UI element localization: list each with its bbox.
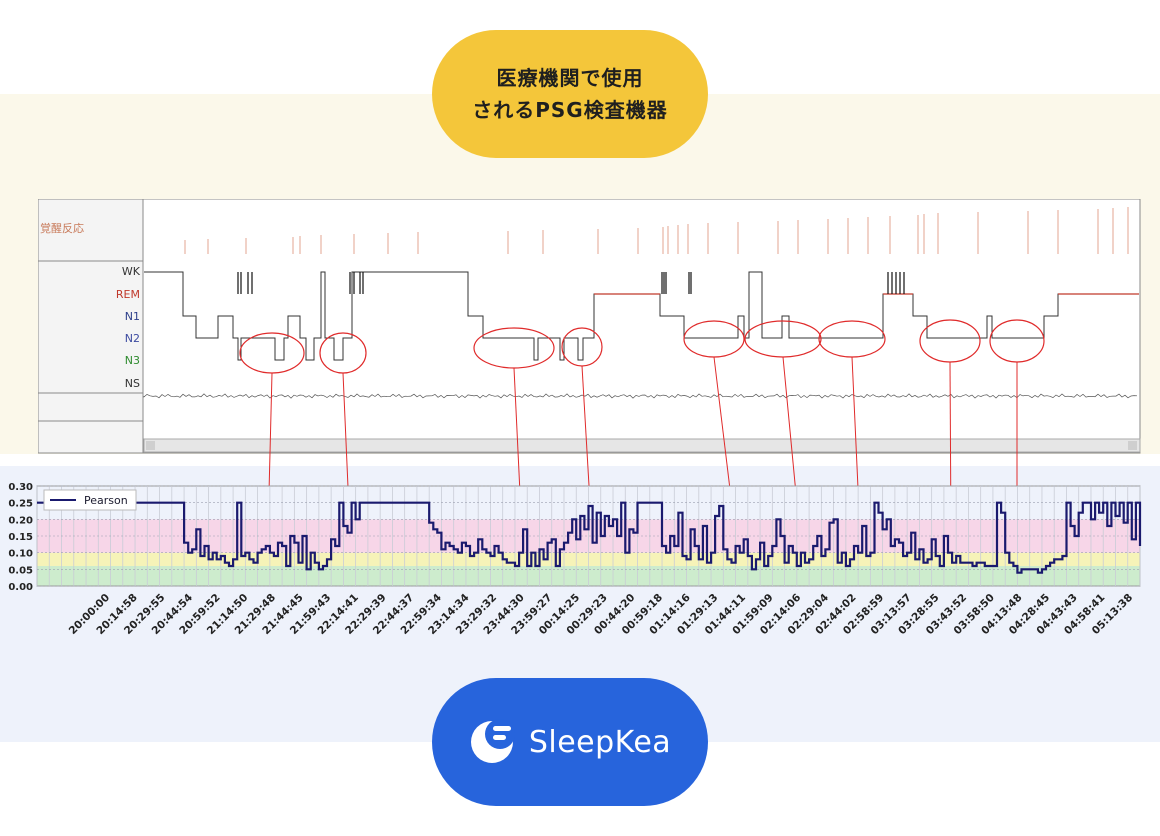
series-pearson-line: [37, 501, 1142, 574]
x-axis: 20:00:0020:14:5820:29:5520:44:5420:59:52…: [67, 592, 1135, 637]
psg-scroll-left[interactable]: [146, 441, 155, 450]
psg-device-badge: 医療機関で使用 されるPSG検査機器: [432, 30, 708, 158]
stage-label-rem: REM: [116, 288, 140, 301]
y-tick-label: 0.20: [8, 515, 33, 526]
psg-scrollbar[interactable]: [143, 438, 1141, 453]
legend: Pearson: [43, 489, 137, 511]
stage-label-n1: N1: [125, 310, 140, 323]
y-tick-label: 0.30: [8, 482, 33, 493]
y-tick-label: 0.05: [8, 565, 33, 576]
psg-hypnogram: 覚醒反応 WK REM N1 N2 N3 NS: [38, 199, 1141, 454]
y-tick-label: 0.25: [8, 499, 33, 510]
y-tick-label: 0.10: [8, 549, 33, 560]
sleepkea-logo-badge: SleepKea: [432, 678, 708, 806]
badge-line-2: されるPSG検査機器: [472, 98, 668, 122]
pearson-chart: 0.00 0.05 0.10 0.15 0.20 0.25 0.30 20:00:0020:…: [8, 482, 1142, 637]
y-tick-label: 0.00: [8, 582, 33, 593]
stage-label-ns: NS: [125, 377, 140, 390]
y-tick-label: 0.15: [8, 532, 33, 543]
ns-path: [143, 393, 1138, 399]
stage-label-n2: N2: [125, 332, 140, 345]
arousal-label: 覚醒反応: [40, 221, 84, 235]
y-axis: 0.00 0.05 0.10 0.15 0.20 0.25 0.30: [8, 482, 1140, 593]
brand-name: SleepKea: [528, 724, 672, 760]
legend-pearson-label: Pearson: [84, 494, 128, 507]
stage-label-wk: WK: [122, 265, 141, 278]
psg-scroll-right[interactable]: [1128, 441, 1137, 450]
arousal-markers: [184, 207, 1129, 254]
sleepkea-moon-icon: [470, 719, 515, 763]
stage-label-n3: N3: [125, 354, 140, 367]
badge-line-1: 医療機関で使用: [496, 66, 644, 90]
ns-signal-trace: [143, 393, 1138, 399]
